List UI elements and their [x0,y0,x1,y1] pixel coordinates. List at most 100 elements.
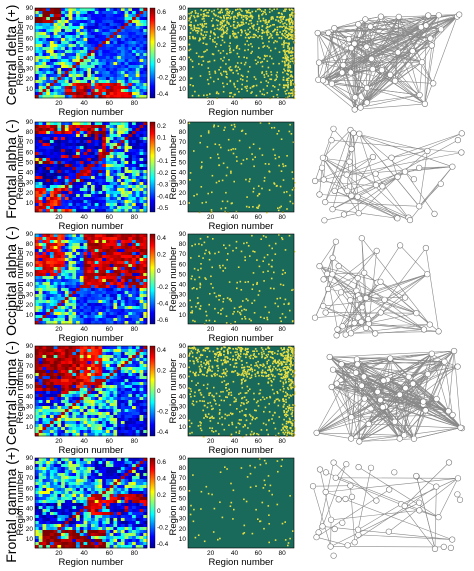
heatmap-cell [102,270,107,274]
heatmap-cell [46,267,51,271]
heatmap-cell [64,89,69,93]
network-node [413,310,420,317]
network-node [329,271,336,278]
heatmap-cell [46,249,51,253]
heatmap-cell [35,26,40,30]
heatmap-cell [42,23,47,27]
heatmap-cell [117,146,122,150]
heatmap-cell [135,197,140,201]
heatmap-cell [72,197,77,201]
heatmap-cell [83,149,88,153]
binary-cell [213,37,216,39]
heatmap-cell [128,146,133,150]
heatmap-cell [57,77,62,81]
heatmap-cell [87,361,92,365]
heatmap-cell [143,44,148,48]
heatmap-cell [105,294,110,298]
heatmap-cell [87,252,92,256]
binary-cell [217,78,219,80]
binary-cell [214,252,216,255]
heatmap-cell [38,252,43,256]
heatmap-cell [139,137,144,141]
heatmap-cell [91,50,96,54]
heatmap-cell [61,318,66,322]
network-node [345,35,352,43]
heatmap-cell [135,74,140,78]
heatmap-cell [117,297,122,301]
heatmap-cell [68,209,73,213]
binary-cell [226,259,228,261]
heatmap-cell [79,282,84,286]
heatmap-cell [128,74,133,78]
binary-cell [273,271,275,274]
heatmap-cell [35,364,40,368]
heatmap-cell [139,273,144,277]
binary-xtick: 40 [231,214,239,221]
heatmap-cell [57,170,62,174]
heatmap-cell [139,26,144,30]
heatmap-cell [83,41,88,45]
heatmap-cell [102,346,107,350]
heatmap-cell [135,194,140,198]
heatmap-cell [61,26,66,30]
binary-cell [233,307,236,309]
heatmap-cell [135,243,140,247]
heatmap-cell [72,209,77,213]
network-edge [399,245,428,275]
correlation-heatmap [35,122,148,213]
binary-cell [268,263,270,266]
heatmap-cell [124,140,129,144]
heatmap-cell [139,237,144,241]
binary-cell [291,19,293,22]
heatmap-cell [94,20,99,24]
binary-cell [247,44,250,46]
heatmap-cell [117,294,122,298]
heatmap-cell [139,155,144,159]
binary-cell [256,281,258,284]
heatmap-cell [113,14,118,18]
binary-ytick: 70 [179,25,187,32]
heatmap-frame [34,233,148,325]
heatmap-cell [38,17,43,21]
heatmap-cell [117,143,122,147]
network-node [343,171,350,178]
heatmap-cell [42,321,47,325]
heatmap-cell [38,355,43,359]
binary-cell [258,265,261,268]
binary-cell [284,64,286,66]
binary-cell [265,13,267,16]
binary-cell [205,249,207,252]
binary-cell [287,65,290,68]
heatmap-cell [128,237,133,241]
heatmap-cell [135,282,140,286]
heatmap-cell [109,38,114,42]
heatmap-cell [68,143,73,147]
heatmap-cell [46,197,51,201]
heatmap-cell [124,77,129,81]
heatmap-cell [113,243,118,247]
binary-cell [199,305,202,307]
heatmap-ylabel: Region number [15,135,26,200]
binary-cell [229,66,232,68]
heatmap-cell [94,209,99,213]
heatmap-cell [68,270,73,274]
heatmap-cell [57,285,62,289]
binary-cell [250,22,253,25]
heatmap-cell [57,364,62,368]
heatmap-cell [49,291,54,295]
heatmap-cell [113,279,118,283]
colorbar-tick: 0.4 [157,235,166,242]
heatmap-cell [105,170,110,174]
heatmap-cell [98,188,103,192]
heatmap-cell [57,270,62,274]
network-edge [331,83,368,103]
heatmap-cell [117,261,122,265]
network-edge [345,278,358,335]
heatmap-cell [139,32,144,36]
binary-cell [293,84,296,86]
heatmap-cell [128,134,133,138]
binary-cell [192,319,194,322]
heatmap-cell [38,77,43,81]
binary-cell [202,55,204,58]
heatmap-cell [38,185,43,189]
